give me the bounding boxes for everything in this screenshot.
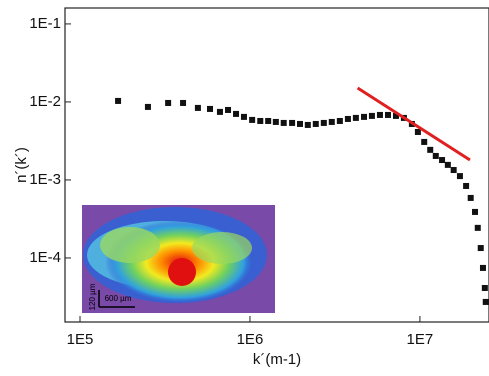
data-point	[369, 113, 375, 119]
data-point	[337, 118, 343, 124]
data-point	[115, 98, 121, 104]
data-point	[225, 107, 231, 113]
data-point	[297, 121, 303, 127]
y-tick-label: 1E-2	[29, 93, 61, 110]
data-point	[439, 157, 445, 163]
data-point	[377, 112, 383, 118]
data-point	[472, 209, 478, 215]
data-point	[329, 119, 335, 125]
data-point	[249, 117, 255, 123]
x-tick-label: 1E6	[237, 331, 264, 348]
data-point	[457, 173, 463, 179]
data-point	[241, 114, 247, 120]
data-point	[281, 120, 287, 126]
data-point	[475, 225, 481, 231]
data-point	[433, 153, 439, 159]
scale-label: 600 µm	[105, 294, 132, 303]
data-point	[305, 122, 311, 128]
x-tick-label: 1E5	[67, 331, 94, 348]
chart: 120 µm 600 µm k´(m-1) n´(k´) 1E-4 1E-3 1E-…	[0, 0, 489, 371]
data-point	[353, 115, 359, 121]
data-point	[257, 118, 263, 124]
y-tick-label: 1E-3	[29, 171, 61, 188]
data-point	[480, 265, 486, 271]
data-point	[482, 285, 488, 291]
data-point	[421, 139, 427, 145]
data-point	[145, 104, 151, 110]
fit-line	[358, 88, 470, 160]
scale-label: 120 µm	[88, 283, 97, 310]
data-point	[165, 100, 171, 106]
data-point	[361, 114, 367, 120]
inset-image: 120 µm 600 µm	[82, 205, 275, 313]
y-axis-title: n´(k´)	[13, 147, 30, 183]
data-point	[207, 106, 213, 112]
data-point	[265, 118, 271, 124]
data-point	[385, 112, 391, 118]
data-point	[451, 167, 457, 173]
data-point	[478, 245, 484, 251]
data-point	[483, 299, 489, 305]
data-point	[195, 105, 201, 111]
data-point	[180, 100, 186, 106]
data-point	[427, 147, 433, 153]
data-point	[415, 129, 421, 135]
data-point	[321, 120, 327, 126]
data-point	[345, 116, 351, 122]
data-point	[445, 162, 451, 168]
x-tick-label: 1E7	[407, 331, 434, 348]
data-point	[289, 120, 295, 126]
data-point	[313, 121, 319, 127]
data-point	[273, 119, 279, 125]
y-tick-label: 1E-1	[29, 15, 61, 32]
y-tick-label: 1E-4	[29, 249, 61, 266]
data-point	[468, 195, 474, 201]
x-axis-title: k´(m-1)	[253, 351, 301, 368]
data-point	[463, 183, 469, 189]
data-point	[217, 109, 223, 115]
data-point	[233, 111, 239, 117]
